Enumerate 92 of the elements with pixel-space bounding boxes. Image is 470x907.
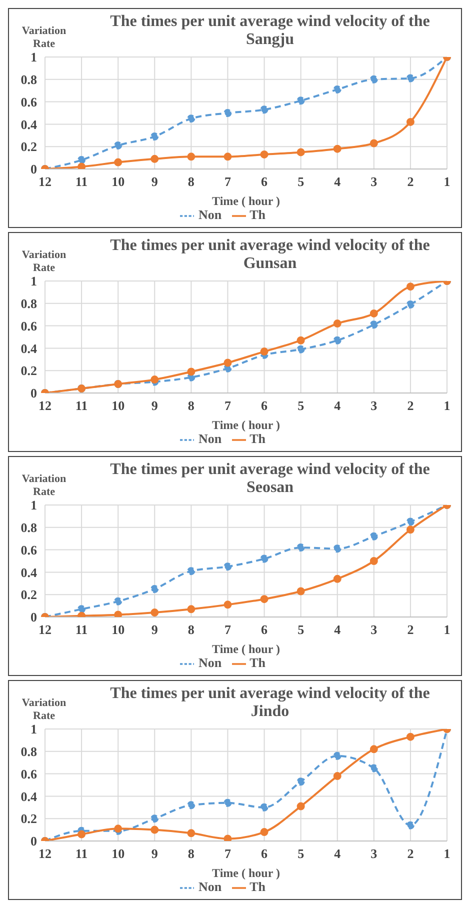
x-tick-label: 10 (112, 174, 125, 190)
x-tick-label: 11 (75, 846, 88, 862)
x-tick-label: 9 (151, 174, 158, 190)
chart-title: The times per unit average wind velocity of the Sangju (109, 12, 431, 50)
y-tick-label: 0.2 (20, 587, 37, 602)
chart-title: The times per unit average wind velocity of the Gunsan (109, 236, 431, 274)
y-tick-label: 1 (30, 498, 37, 513)
y-tick-label: 0.8 (20, 744, 38, 760)
y-tick-label: 0.4 (20, 340, 38, 356)
x-tick-label: 4 (334, 846, 342, 862)
x-tick-label: 11 (75, 174, 88, 190)
y-axis-title: Variation Rate (20, 473, 68, 499)
x-tick-label: 3 (370, 398, 378, 414)
y-tick-label: 0.8 (20, 296, 38, 312)
x-tick-label: 10 (112, 622, 125, 638)
y-axis-title: Variation Rate (20, 697, 68, 723)
x-tick-label: 12 (38, 846, 52, 862)
y-tick-label: 0.6 (20, 318, 38, 334)
y-tick-label: 1 (30, 50, 37, 65)
legend-label: Th (250, 207, 266, 222)
x-tick-label: 2 (407, 846, 414, 862)
y-tick-label: 0 (30, 610, 37, 625)
x-tick-label: 2 (407, 622, 414, 638)
x-tick-label: 1 (444, 174, 450, 190)
x-tick-label: 10 (112, 398, 125, 414)
x-tick-label: 9 (151, 398, 158, 414)
x-tick-label: 6 (261, 174, 268, 190)
x-tick-label: 1 (444, 398, 450, 414)
x-tick-label: 12 (38, 398, 52, 414)
x-tick-label: 6 (261, 622, 268, 638)
legend-label: Non (198, 431, 222, 446)
x-tick-label: 2 (407, 174, 414, 190)
x-tick-label: 5 (298, 174, 305, 190)
x-tick-label: 6 (261, 846, 268, 862)
y-tick-label: 0.6 (20, 94, 38, 110)
legend-label: Th (250, 655, 266, 670)
x-axis-title: Time ( hour ) (212, 866, 280, 880)
y-tick-label: 0.4 (20, 564, 38, 580)
y-tick-label: 0.4 (20, 116, 38, 132)
x-tick-label: 8 (188, 398, 195, 414)
x-tick-label: 1 (444, 622, 450, 638)
x-tick-label: 1 (444, 846, 450, 862)
chart-title: The times per unit average wind velocity of the Seosan (109, 460, 431, 498)
y-axis-title: Variation Rate (20, 25, 68, 51)
y-axis-title: Variation Rate (20, 249, 68, 275)
y-tick-label: 0.6 (20, 542, 38, 558)
x-tick-label: 8 (188, 174, 195, 190)
x-tick-label: 8 (188, 846, 195, 862)
x-tick-label: 4 (334, 174, 342, 190)
y-tick-label: 0.4 (20, 788, 38, 804)
legend-label: Non (198, 879, 222, 894)
x-tick-label: 12 (38, 622, 52, 638)
y-tick-label: 0 (30, 834, 37, 849)
x-tick-label: 5 (298, 398, 305, 414)
x-axis-title: Time ( hour ) (212, 642, 280, 656)
y-tick-label: 1 (30, 722, 37, 737)
x-axis-title: Time ( hour ) (212, 194, 280, 208)
y-tick-label: 0.8 (20, 520, 38, 536)
x-tick-label: 11 (75, 622, 88, 638)
x-tick-label: 3 (370, 622, 378, 638)
legend-label: Th (250, 879, 266, 894)
x-tick-label: 12 (38, 174, 52, 190)
x-tick-label: 11 (75, 398, 88, 414)
x-tick-label: 3 (370, 174, 378, 190)
x-tick-label: 9 (151, 622, 158, 638)
y-tick-label: 0.6 (20, 766, 38, 782)
x-tick-label: 4 (334, 622, 342, 638)
x-tick-label: 8 (188, 622, 195, 638)
y-tick-label: 0.2 (20, 363, 37, 378)
x-tick-label: 3 (370, 846, 378, 862)
y-tick-label: 0.2 (20, 811, 37, 826)
x-tick-label: 4 (334, 398, 342, 414)
x-tick-label: 5 (298, 846, 305, 862)
legend-label: Th (250, 431, 266, 446)
y-tick-label: 0 (30, 162, 37, 177)
x-tick-label: 7 (224, 398, 232, 414)
x-tick-label: 9 (151, 846, 158, 862)
x-tick-label: 6 (261, 398, 268, 414)
x-tick-label: 7 (224, 622, 232, 638)
x-tick-label: 7 (224, 174, 232, 190)
y-tick-label: 1 (30, 274, 37, 289)
x-tick-label: 10 (112, 846, 125, 862)
chart-title: The times per unit average wind velocity of the Jindo (109, 684, 431, 722)
y-tick-label: 0 (30, 386, 37, 401)
legend-label: Non (198, 207, 222, 222)
y-tick-label: 0.2 (20, 139, 37, 154)
y-tick-label: 0.8 (20, 72, 38, 88)
x-tick-label: 7 (224, 846, 232, 862)
legend-label: Non (198, 655, 222, 670)
x-tick-label: 2 (407, 398, 414, 414)
x-axis-title: Time ( hour ) (212, 418, 280, 432)
x-tick-label: 5 (298, 622, 305, 638)
